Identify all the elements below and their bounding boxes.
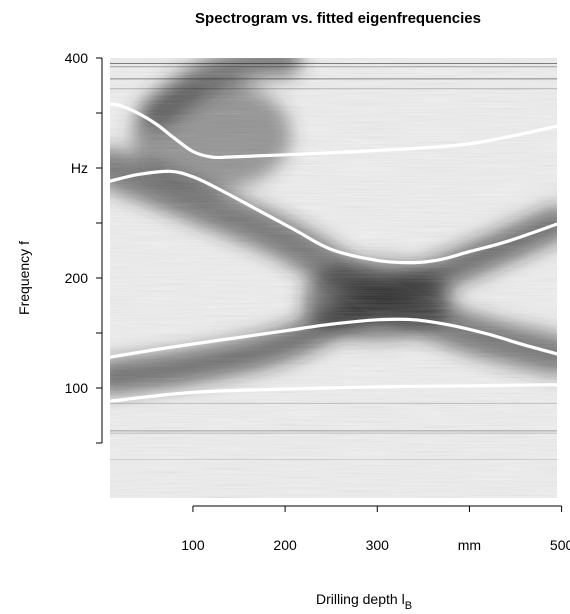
y-tick-label: 200 bbox=[65, 270, 89, 286]
x-axis-label-main: Drilling depth l bbox=[316, 591, 405, 607]
y-tick-label: 100 bbox=[65, 380, 89, 396]
spectrogram-texture bbox=[110, 58, 557, 498]
eigenfrequency-curve-2 bbox=[110, 169, 557, 265]
y-tick-label: Hz bbox=[71, 160, 88, 176]
eigenfrequency-curve-1 bbox=[110, 102, 557, 160]
fitted-eigenfrequencies bbox=[110, 102, 557, 403]
x-tick-label: mm bbox=[458, 537, 481, 553]
x-tick-label: 100 bbox=[181, 537, 205, 553]
x-tick-label: 500 bbox=[550, 537, 570, 553]
x-tick-label: 200 bbox=[273, 537, 297, 553]
x-axis: 100 200 300 mm 500 bbox=[181, 505, 570, 553]
spectrogram-harmonic-lines bbox=[110, 63, 557, 460]
plot-area bbox=[110, 58, 557, 498]
y-axis-label: Frequency f bbox=[16, 241, 32, 315]
x-axis-label-subscript: B bbox=[405, 600, 412, 612]
chart-title: Spectrogram vs. fitted eigenfrequencies bbox=[195, 10, 481, 27]
eigenfrequency-curve-3 bbox=[110, 317, 557, 359]
eigenfrequency-curve-4 bbox=[110, 383, 557, 403]
x-tick-label: 300 bbox=[366, 537, 390, 553]
x-axis-label: Drilling depth lB bbox=[316, 591, 412, 612]
y-tick-label: 400 bbox=[65, 50, 89, 66]
y-axis: 100 200 Hz 400 bbox=[65, 50, 103, 444]
